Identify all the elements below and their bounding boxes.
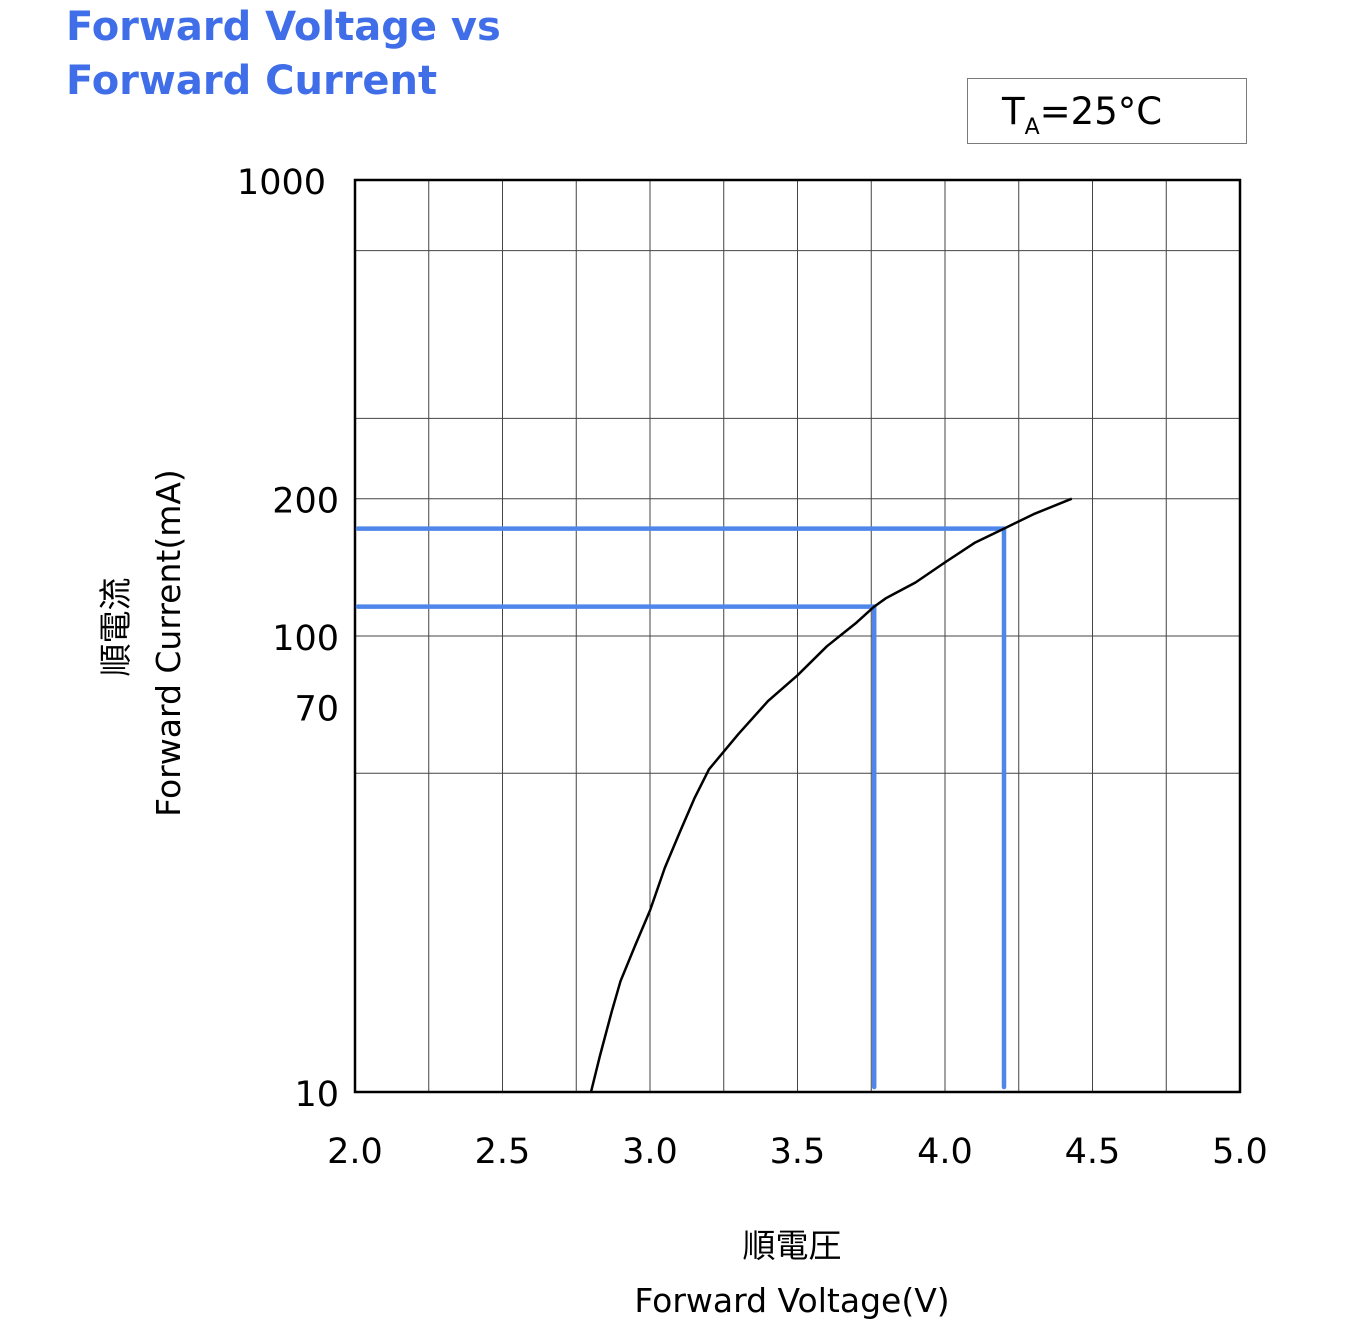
- x-tick-label: 3.0: [622, 1132, 678, 1172]
- y-tick-labels: 10 70 100 200 1000: [237, 163, 339, 1115]
- data-series: [589, 497, 1073, 1093]
- chart-title-line-2: Forward Current: [66, 58, 438, 104]
- y-tick-label: 100: [272, 619, 339, 659]
- temperature-condition-box: TA=25°C: [967, 78, 1247, 144]
- temperature-value: =25°C: [1039, 90, 1163, 133]
- x-tick-label: 4.5: [1065, 1132, 1121, 1172]
- x-axis-label-jp: 順電圧: [743, 1226, 842, 1265]
- y-tick-label: 1000: [237, 163, 326, 203]
- forward-current-curve: [589, 497, 1073, 1093]
- chart-title-line-1: Forward Voltage vs: [66, 4, 501, 50]
- x-axis-label: Forward Voltage(V): [634, 1281, 949, 1320]
- y-tick-label: 200: [272, 482, 339, 522]
- temperature-condition: TA=25°C: [1002, 90, 1162, 140]
- x-tick-label: 5.0: [1212, 1132, 1268, 1172]
- temperature-symbol: T: [1002, 90, 1025, 133]
- x-tick-labels: 2.0 2.5 3.0 3.5 4.0 4.5 5.0: [327, 1132, 1268, 1172]
- y-tick-label: 70: [294, 690, 339, 730]
- y-axis-label: Forward Current(mA): [149, 469, 188, 817]
- plot-frame: [353, 178, 1242, 1094]
- x-tick-label: 2.5: [475, 1132, 531, 1172]
- x-tick-label: 4.0: [917, 1132, 973, 1172]
- y-tick-label: 10: [294, 1075, 339, 1115]
- temperature-subscript: A: [1024, 115, 1040, 140]
- annotation-lines: [355, 526, 1007, 1090]
- x-tick-label: 3.5: [770, 1132, 826, 1172]
- chart-title: Forward Voltage vs Forward Current: [66, 0, 501, 108]
- x-tick-label: 2.0: [327, 1132, 383, 1172]
- grid-lines: [355, 179, 1240, 1092]
- y-axis-label-jp: 順電流: [96, 578, 135, 677]
